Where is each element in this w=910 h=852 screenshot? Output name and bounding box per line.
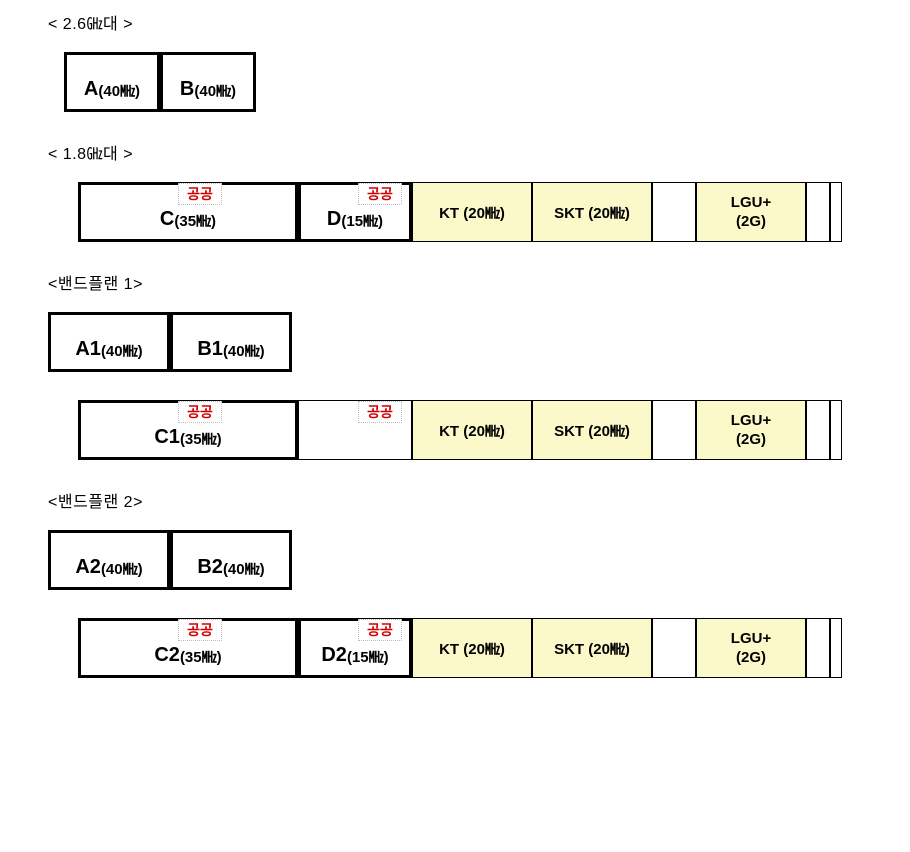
public-label-2: 공공 — [358, 183, 402, 205]
block-b-sub: (40㎒) — [194, 80, 236, 101]
block-a2-sub: (40㎒) — [101, 558, 143, 579]
block-lgu-b1-l2: (2G) — [736, 430, 766, 450]
block-tail1-b1 — [806, 400, 830, 460]
block-d-big: D — [327, 208, 341, 231]
block-c1-big: C1 — [154, 426, 180, 449]
row-band1-c: C1 (35㎒) KT (20㎒) SKT (20㎒) LGU+ (2G) 공공… — [0, 400, 910, 460]
block-c1-sub: (35㎒) — [180, 428, 222, 449]
block-tail2-b2 — [830, 618, 842, 678]
block-lgu-b1: LGU+ (2G) — [696, 400, 806, 460]
block-skt-b1-label: SKT (20㎒) — [554, 420, 630, 441]
block-skt: SKT (20㎒) — [532, 182, 652, 242]
block-a1: A1 (40㎒) — [48, 312, 170, 372]
block-b2-sub: (40㎒) — [223, 558, 265, 579]
block-b2-big: B2 — [197, 556, 223, 579]
block-lgu-l2: (2G) — [736, 212, 766, 232]
block-skt-b2-label: SKT (20㎒) — [554, 638, 630, 659]
block-a1-sub: (40㎒) — [101, 340, 143, 361]
block-kt: KT (20㎒) — [412, 182, 532, 242]
public-label-b2-2-text: 공공 — [367, 620, 393, 640]
public-label-b1-2: 공공 — [358, 401, 402, 423]
block-a2-big: A2 — [75, 556, 101, 579]
public-label-1-text: 공공 — [187, 184, 213, 204]
block-c-sub: (35㎒) — [174, 210, 216, 231]
block-lgu-b2-l1: LGU+ — [731, 629, 771, 649]
block-lgu-b1-l1: LGU+ — [731, 411, 771, 431]
public-label-b2-1-text: 공공 — [187, 620, 213, 640]
block-kt-label: KT (20㎒) — [439, 202, 505, 223]
row-band1-a: A1 (40㎒) B1 (40㎒) — [0, 312, 910, 372]
block-lgu-l1: LGU+ — [731, 193, 771, 213]
block-gap — [652, 182, 696, 242]
block-lgu: LGU+ (2G) — [696, 182, 806, 242]
block-lgu-b2-l2: (2G) — [736, 648, 766, 668]
block-b2: B2 (40㎒) — [170, 530, 292, 590]
block-tail1-b2 — [806, 618, 830, 678]
block-b: B (40㎒) — [160, 52, 256, 112]
block-gap-b1 — [652, 400, 696, 460]
block-kt-b2: KT (20㎒) — [412, 618, 532, 678]
block-b1: B1 (40㎒) — [170, 312, 292, 372]
section-title-18: < 1.8㎓대 > — [48, 140, 910, 164]
block-a-big: A — [84, 78, 98, 101]
block-d2-sub: (15㎒) — [347, 646, 389, 667]
section-title-band1: <밴드플랜 1> — [48, 270, 910, 294]
block-lgu-b2: LGU+ (2G) — [696, 618, 806, 678]
block-c2-big: C2 — [154, 644, 180, 667]
public-label-b1-2-text: 공공 — [367, 402, 393, 422]
block-c-big: C — [160, 208, 174, 231]
block-gap-b2 — [652, 618, 696, 678]
section-title-band2: <밴드플랜 2> — [48, 488, 910, 512]
block-b1-sub: (40㎒) — [223, 340, 265, 361]
row-band2-c: C2 (35㎒) D2 (15㎒) KT (20㎒) SKT (20㎒) LGU… — [0, 618, 910, 678]
block-tail2 — [830, 182, 842, 242]
block-skt-b2: SKT (20㎒) — [532, 618, 652, 678]
block-c2-sub: (35㎒) — [180, 646, 222, 667]
block-b-big: B — [180, 78, 194, 101]
public-label-b2-2: 공공 — [358, 619, 402, 641]
block-d-sub: (15㎒) — [341, 210, 383, 231]
block-d2-big: D2 — [321, 644, 347, 667]
block-a: A (40㎒) — [64, 52, 160, 112]
public-label-2-text: 공공 — [367, 184, 393, 204]
public-label-b1-1-text: 공공 — [187, 402, 213, 422]
block-kt-b1: KT (20㎒) — [412, 400, 532, 460]
public-label-b1-1: 공공 — [178, 401, 222, 423]
block-tail1 — [806, 182, 830, 242]
section-title-26: < 2.6㎓대 > — [48, 10, 910, 34]
block-tail2-b1 — [830, 400, 842, 460]
row-band2-a: A2 (40㎒) B2 (40㎒) — [0, 530, 910, 590]
row-26: A (40㎒) B (40㎒) — [0, 52, 910, 112]
block-kt-b1-label: KT (20㎒) — [439, 420, 505, 441]
block-b1-big: B1 — [197, 338, 223, 361]
block-a1-big: A1 — [75, 338, 101, 361]
block-a-sub: (40㎒) — [98, 80, 140, 101]
block-a2: A2 (40㎒) — [48, 530, 170, 590]
public-label-b2-1: 공공 — [178, 619, 222, 641]
block-skt-b1: SKT (20㎒) — [532, 400, 652, 460]
block-skt-label: SKT (20㎒) — [554, 202, 630, 223]
public-label-1: 공공 — [178, 183, 222, 205]
row-18: C (35㎒) D (15㎒) KT (20㎒) SKT (20㎒) LGU+ … — [0, 182, 910, 242]
block-kt-b2-label: KT (20㎒) — [439, 638, 505, 659]
